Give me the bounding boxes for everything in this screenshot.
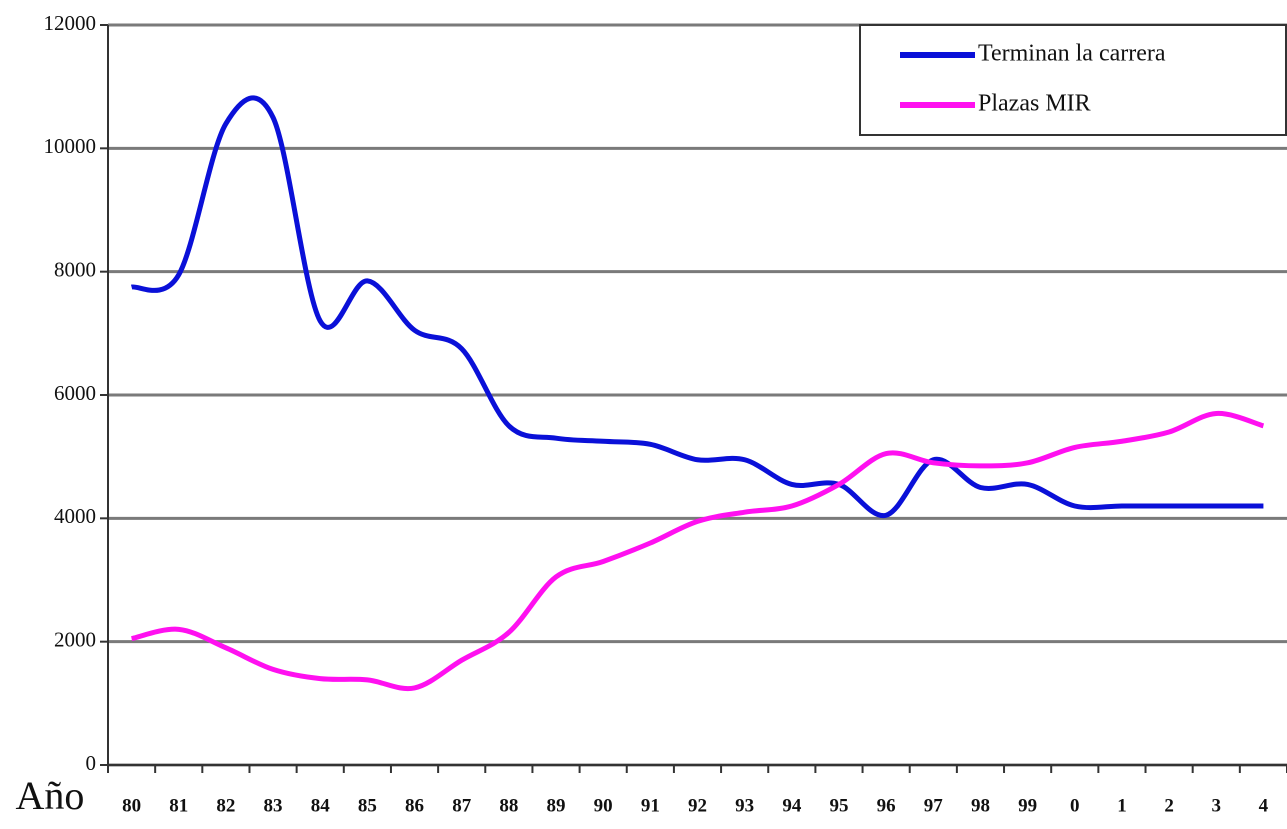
x-tick-label: 98 [971,795,990,816]
y-tick-label: 8000 [54,257,96,281]
legend-box [859,24,1287,136]
x-tick-label: 86 [405,795,424,816]
x-tick-label: 83 [264,795,283,816]
x-tick-label: 80 [122,795,141,816]
x-tick-label: 93 [735,795,754,816]
legend-label: Plazas MIR [978,91,1091,117]
x-tick-label: 0 [1070,795,1080,816]
x-tick-label: 85 [358,795,377,816]
legend-label: Terminan la carrera [978,41,1166,67]
line-series [130,95,1264,518]
x-tick-label: 92 [688,795,707,816]
x-tick-label: 96 [877,795,896,816]
x-tick-label: 1 [1117,795,1127,816]
x-tick-label: 4 [1259,795,1269,816]
x-tick-label: 90 [594,795,613,816]
x-tick-label: 82 [216,795,235,816]
x-tick-label: 87 [452,795,472,816]
x-tick-label: 3 [1212,795,1222,816]
x-axis-title: Año [16,773,85,818]
y-tick-label: 4000 [54,504,96,528]
x-tick-label: 99 [1018,795,1037,816]
x-tick-label: 97 [924,795,944,816]
y-tick-label: 2000 [54,627,96,651]
y-tick-label: 0 [86,751,97,775]
y-tick-label: 10000 [44,134,97,158]
x-tick-label: 94 [782,795,802,816]
line-series [131,410,1265,692]
x-tick-label: 84 [311,795,331,816]
x-tick-label: 81 [169,795,188,816]
x-tick-label: 91 [641,795,660,816]
x-tick-label: 95 [829,795,848,816]
x-tick-label: 2 [1164,795,1174,816]
y-tick-label: 12000 [44,11,97,35]
y-tick-label: 6000 [54,381,96,405]
x-tick-label: 89 [547,795,566,816]
x-tick-label: 88 [499,795,518,816]
